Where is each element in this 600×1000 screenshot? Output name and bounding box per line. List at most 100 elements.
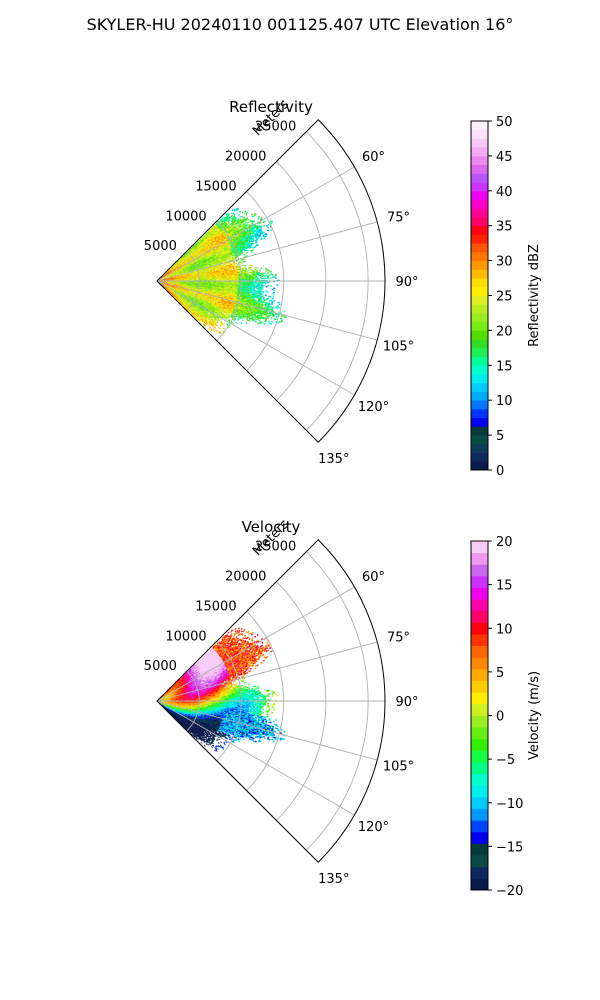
- field-cell: [266, 229, 269, 232]
- field-cell: [244, 210, 247, 213]
- reflectivity-field: [158, 207, 288, 335]
- field-cell: [246, 270, 249, 272]
- field-cell: [263, 220, 267, 223]
- field-cell: [237, 268, 240, 271]
- field-cell: [263, 272, 266, 274]
- field-cell: [238, 210, 242, 213]
- field-cell: [270, 277, 273, 279]
- field-cell: [245, 213, 248, 216]
- field-cell: [267, 226, 270, 229]
- field-cell: [264, 235, 267, 238]
- field-cell: [245, 221, 248, 224]
- field-cell: [232, 268, 235, 270]
- field-cell: [221, 216, 225, 219]
- field-cell: [262, 277, 265, 280]
- field-cell: [245, 249, 248, 252]
- field-cell: [270, 229, 273, 232]
- field-cell: [274, 277, 277, 279]
- field-cell: [227, 222, 230, 225]
- field-cell: [234, 262, 237, 265]
- field-cell: [227, 258, 230, 261]
- field-cell: [230, 212, 233, 215]
- field-cell: [254, 272, 257, 274]
- field-cell: [259, 274, 262, 277]
- field-cell: [258, 274, 260, 277]
- field-cell: [249, 268, 252, 271]
- field-cell: [235, 266, 238, 269]
- field-cell: [251, 240, 254, 243]
- field-cell: [264, 277, 267, 280]
- field-cell: [237, 214, 241, 217]
- field-cell: [266, 269, 269, 271]
- field-cell: [242, 269, 245, 272]
- field-cell: [265, 270, 268, 272]
- field-cell: [250, 213, 254, 216]
- field-cell: [243, 253, 246, 256]
- field-cell: [251, 249, 254, 251]
- field-cell: [233, 265, 236, 267]
- field-cell: [257, 215, 261, 219]
- field-cell: [243, 260, 246, 263]
- field-cell: [229, 267, 232, 270]
- field-cell: [249, 264, 252, 266]
- field-cell: [231, 267, 234, 269]
- field-cell: [236, 264, 239, 266]
- field-cell: [248, 269, 251, 271]
- field-cell: [241, 262, 244, 264]
- field-cell: [262, 274, 265, 277]
- field-cell: [245, 268, 248, 271]
- field-cell: [264, 275, 267, 278]
- field-cell: [268, 274, 271, 276]
- field-cell: [253, 275, 256, 277]
- field-cell: [241, 264, 244, 267]
- field-cell: [233, 213, 236, 216]
- field-cell: [227, 213, 230, 217]
- field-cell: [250, 246, 253, 249]
- field-cell: [261, 275, 263, 278]
- field-cell: [239, 215, 242, 218]
- field-cell: [260, 267, 263, 270]
- field-cell: [235, 226, 238, 229]
- field-cell: [251, 269, 254, 272]
- field-cell: [248, 271, 251, 274]
- field-cell: [243, 267, 246, 269]
- field-cell: [236, 269, 238, 271]
- field-cell: [274, 275, 277, 277]
- field-cell: [235, 257, 238, 259]
- field-cell: [230, 214, 233, 218]
- field-cell: [230, 266, 233, 268]
- field-cell: [259, 276, 262, 279]
- reflectivity-title: Reflectivity: [229, 98, 313, 116]
- field-cell: [246, 218, 250, 222]
- field-cell: [253, 246, 257, 249]
- field-cell: [241, 267, 244, 269]
- field-cell: [243, 216, 246, 219]
- field-cell: [265, 277, 268, 280]
- field-cell: [267, 276, 270, 278]
- field-cell: [246, 252, 249, 254]
- field-cell: [259, 269, 262, 272]
- field-cell: [231, 208, 234, 212]
- field-cell: [262, 231, 265, 234]
- field-cell: [273, 276, 276, 278]
- field-cell: [245, 211, 249, 215]
- field-cell: [245, 255, 248, 257]
- field-cell: [254, 270, 257, 272]
- field-cell: [267, 223, 270, 227]
- field-cell: [256, 274, 259, 276]
- field-cell: [270, 273, 272, 275]
- field-cell: [247, 249, 250, 252]
- field-cell: [263, 237, 266, 240]
- field-cell: [271, 276, 274, 278]
- field-cell: [271, 220, 274, 223]
- field-cell: [269, 270, 272, 273]
- field-cell: [241, 211, 244, 214]
- field-cell: [248, 267, 251, 269]
- field-cell: [240, 215, 244, 218]
- field-cell: [254, 266, 257, 268]
- field-cell: [252, 242, 255, 245]
- field-cell: [253, 219, 256, 223]
- field-cell: [249, 267, 252, 269]
